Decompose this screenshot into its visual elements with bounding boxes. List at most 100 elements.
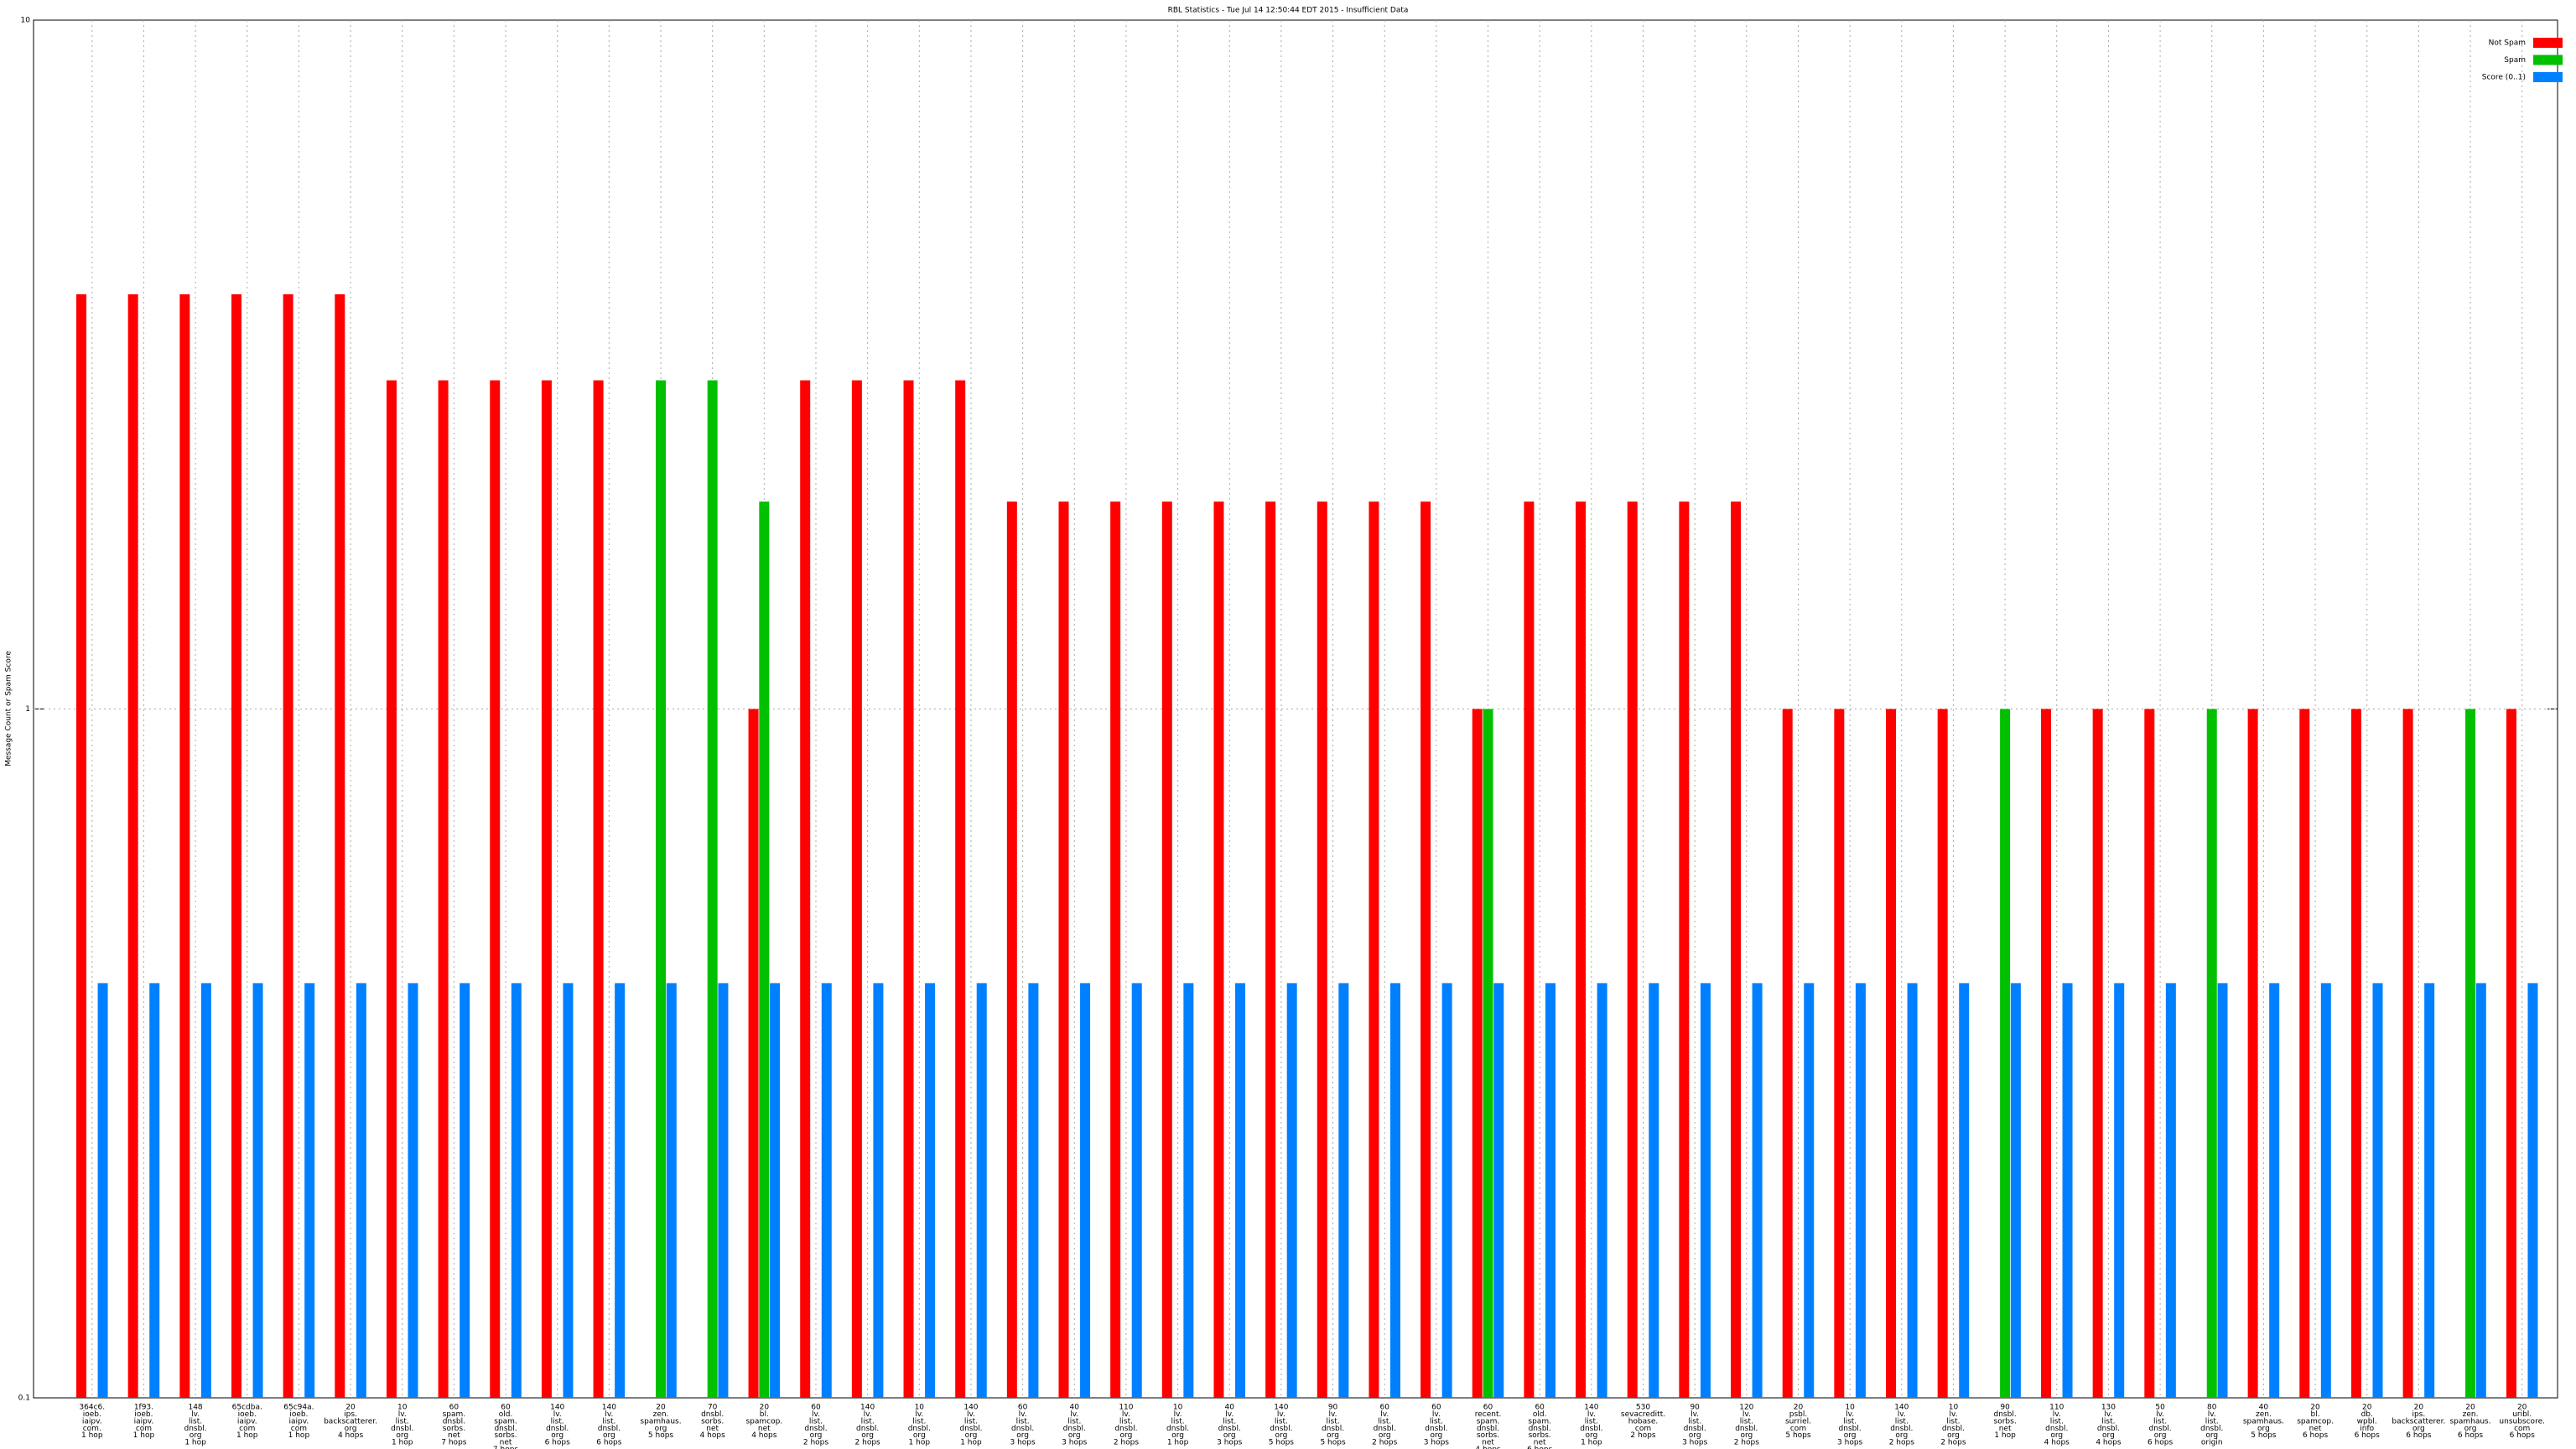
x-tick-label-line: 6 hops (2148, 1439, 2174, 1447)
x-tick-label-line: org (655, 1425, 667, 1433)
x-tick-label: 40 zen. spamhaus. org 5 hops (2243, 1404, 2284, 1441)
x-tick-label-line: 1 hop (960, 1439, 982, 1447)
x-tick-label-line: sorbs. (701, 1417, 724, 1426)
x-tick-label-line: dnsbl. (1166, 1425, 1189, 1433)
x-tick-label-line: 6 hops (2510, 1431, 2536, 1440)
bar (851, 380, 862, 1398)
x-tick-label: 20 bl. spamcop. net 6 hops (2297, 1404, 2334, 1441)
legend-label: Score (0..1) (2482, 74, 2526, 82)
x-tick-label-line: org (1844, 1431, 1857, 1440)
bar (666, 983, 677, 1398)
bar (1213, 501, 1224, 1398)
x-tick-label: 140 lv. list. dnsbl. org 2 hops (855, 1404, 881, 1447)
bar (718, 983, 729, 1398)
x-tick-label-line: list. (1016, 1417, 1030, 1426)
bar (2000, 709, 2011, 1398)
x-tick-label-line: list. (2153, 1417, 2167, 1426)
x-tick-label-line: zen. (653, 1410, 669, 1419)
x-tick-label-line: db. (2361, 1410, 2373, 1419)
x-tick-label-line: 6 hops (2303, 1431, 2329, 1440)
x-tick-label: 20 bl. spamcop. net 4 hops (745, 1404, 782, 1441)
x-tick-label: 20 db. wpbl. info 6 hops (2355, 1404, 2381, 1441)
x-tick-label-line: dnsbl. (2097, 1425, 2120, 1433)
x-tick-label-line: spam. (494, 1417, 517, 1426)
x-tick-label-line: 90 (2000, 1404, 2010, 1412)
x-tick-label-line: org (1275, 1431, 1288, 1440)
x-tick-label: 60 lv. list. dnsbl. org 3 hops (1010, 1404, 1036, 1447)
x-tick-label-line: 140 (860, 1404, 875, 1412)
x-tick-label-line: 2 hops (855, 1439, 881, 1447)
x-tick-label-line: list. (1895, 1417, 1909, 1426)
x-tick-label-line: list. (1378, 1417, 1391, 1426)
x-tick-label: 10 lv. list. dnsbl. org 1 hop (391, 1404, 413, 1447)
x-tick-label: 65cdba. ioeb. iaipv. com 1 hop (232, 1404, 262, 1441)
x-tick-label-line: 5 hops (2251, 1431, 2277, 1440)
bar (800, 380, 811, 1398)
x-tick-label: 530 sevacreditt. hobase. com 2 hops (1621, 1404, 1665, 1441)
x-tick-label-line: list. (964, 1417, 978, 1426)
chart-title: RBL Statistics - Tue Jul 14 12:50:44 EDT… (1168, 7, 1409, 15)
x-tick-label-line: sorbs. (1477, 1431, 1499, 1440)
x-tick-label-line: bl. (760, 1410, 769, 1419)
x-tick-label-line: 2 hops (1940, 1439, 1966, 1447)
x-tick-label-line: list. (1688, 1417, 1701, 1426)
x-tick-label-line: 60 (1483, 1404, 1493, 1412)
x-tick-label-line: iaipv. (289, 1417, 309, 1426)
x-tick-label-line: com (1635, 1425, 1651, 1433)
x-tick-label-line: 40 (2259, 1404, 2269, 1412)
bar (1576, 501, 1587, 1398)
x-tick-label-line: 5 hops (1320, 1439, 1346, 1447)
x-tick-label: 140 lv. list. dnsbl. org 1 hop (1580, 1404, 1602, 1447)
x-tick-label-line: list. (1067, 1417, 1081, 1426)
x-tick-label-line: 140 (602, 1404, 616, 1412)
bar (2092, 709, 2103, 1398)
x-tick-label-line: net (2309, 1425, 2322, 1433)
x-tick-label-line: 20 (760, 1404, 770, 1412)
x-tick-label: 65c94a. ioeb. iaipv. com 1 hop (283, 1404, 314, 1441)
x-tick-label-line: lv. (1587, 1410, 1596, 1419)
x-tick-label-line: 110 (2049, 1404, 2064, 1412)
x-tick-label-line: 2 hops (1734, 1439, 1760, 1447)
bar (925, 983, 936, 1398)
bar (2299, 709, 2310, 1398)
bar (1834, 709, 1845, 1398)
x-tick-label-line: unsubscore. (2499, 1417, 2545, 1426)
x-tick-label-line: lv. (1070, 1410, 1078, 1419)
x-tick-label-line: 60 (1431, 1404, 1441, 1412)
bar (541, 380, 552, 1398)
x-tick-label-line: 110 (1119, 1404, 1133, 1412)
x-tick-label-line: 10 (1173, 1404, 1183, 1412)
x-tick-label-line: 1 hop (288, 1431, 310, 1440)
x-tick-label-line: bl. (2311, 1410, 2320, 1419)
x-tick-label-line: net (1999, 1425, 2012, 1433)
x-tick-label-line: 6 hops (1527, 1446, 1553, 1449)
bar (2402, 709, 2413, 1398)
bar (408, 983, 418, 1398)
x-tick-label-line: sorbs. (1529, 1431, 1551, 1440)
x-tick-label-line: 4 hops (751, 1431, 777, 1440)
x-tick-label-line: dnsbl. (1322, 1425, 1344, 1433)
x-tick-label-line: list. (1119, 1417, 1133, 1426)
x-tick-label-line: 1 hop (1994, 1431, 2016, 1440)
bar (1959, 983, 1970, 1398)
x-tick-label-line: org (1430, 1431, 1442, 1440)
bar (1338, 983, 1349, 1398)
x-tick-label-line: 1 hop (184, 1439, 206, 1447)
bar (1731, 501, 1742, 1398)
x-tick-label-line: 60 (1379, 1404, 1389, 1412)
x-tick-label-line: 60 (501, 1404, 511, 1412)
legend-label: Spam (2504, 56, 2526, 65)
x-tick-label-line: ips. (2412, 1410, 2425, 1419)
x-tick-label-line: dnsbl. (1063, 1425, 1086, 1433)
bar (1937, 709, 1948, 1398)
x-tick-label-line: org (1327, 1431, 1339, 1440)
x-tick-label-line: list. (809, 1417, 823, 1426)
x-tick-label-line: lv. (1174, 1410, 1182, 1419)
bar (1006, 501, 1017, 1398)
bar (1131, 983, 1142, 1398)
bar (386, 380, 397, 1398)
bar (707, 380, 718, 1398)
x-tick-label-line: net (1534, 1439, 1546, 1447)
bar (1058, 501, 1069, 1398)
bar (1028, 983, 1039, 1398)
